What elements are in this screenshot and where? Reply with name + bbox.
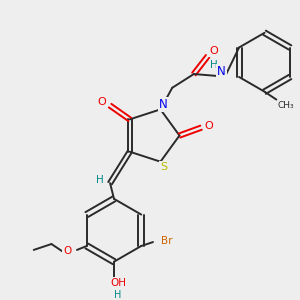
Text: Br: Br: [161, 236, 172, 246]
Text: O: O: [63, 246, 71, 256]
Text: O: O: [205, 121, 213, 131]
Text: H: H: [210, 60, 218, 70]
Text: N: N: [159, 98, 168, 111]
Text: O: O: [209, 46, 218, 56]
Text: N: N: [217, 64, 226, 78]
Text: S: S: [160, 162, 167, 172]
Text: H: H: [114, 290, 122, 300]
Text: H: H: [96, 175, 104, 185]
Text: CH₃: CH₃: [278, 101, 295, 110]
Text: OH: OH: [110, 278, 126, 288]
Text: O: O: [98, 97, 106, 107]
